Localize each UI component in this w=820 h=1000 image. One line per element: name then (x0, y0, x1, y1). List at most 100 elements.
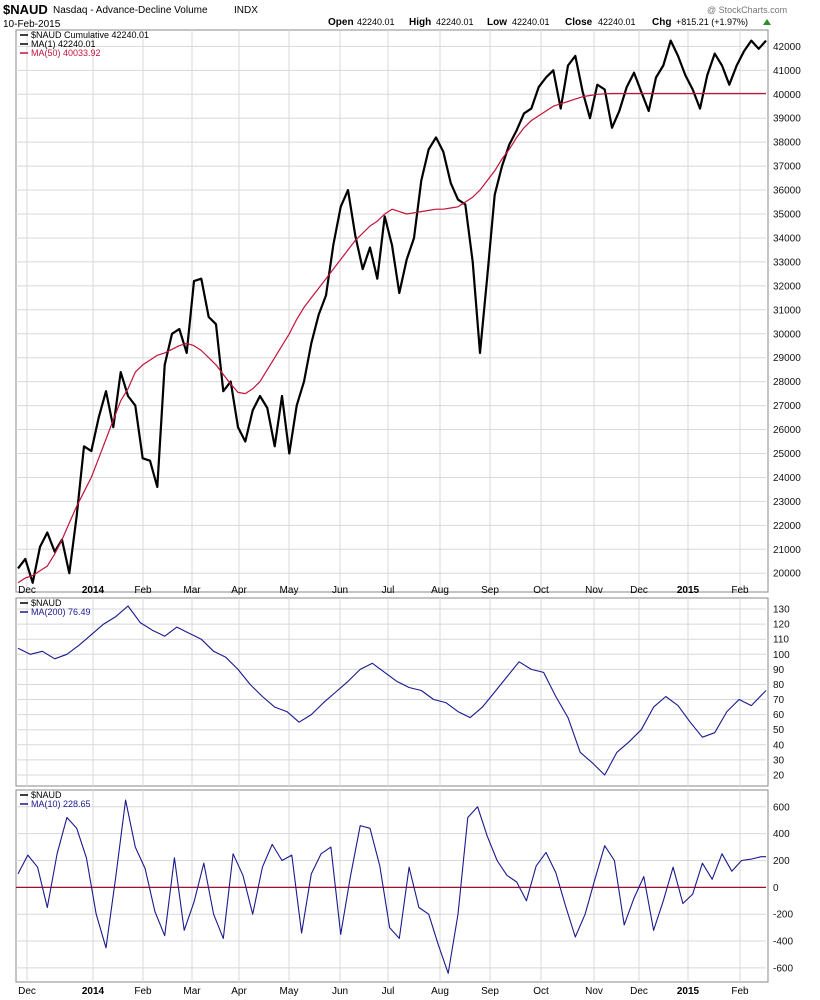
y-tick-label: 42000 (773, 42, 801, 53)
y-tick-label: 20000 (773, 569, 801, 580)
y-tick-label: 24000 (773, 473, 801, 484)
y-tick-label: 80 (773, 680, 785, 691)
x-tick-label: Nov (585, 986, 603, 997)
series-line-ma10-0 (17, 799, 766, 974)
close-label: Close (565, 17, 593, 28)
high-label: High (409, 17, 431, 28)
high-value: 42240.01 (436, 17, 474, 27)
y-tick-label: 25000 (773, 449, 801, 460)
y-tick-label: -600 (773, 963, 793, 974)
y-tick-label: 120 (773, 620, 790, 631)
x-tick-label: 2015 (677, 986, 700, 997)
y-tick-label: 60 (773, 710, 785, 721)
series-line-ma200-0 (17, 605, 767, 776)
chart-date: 10-Feb-2015 (3, 19, 61, 30)
legend-entry: MA(10) 228.65 (31, 799, 91, 809)
y-tick-label: 90 (773, 665, 785, 676)
y-tick-label: 22000 (773, 521, 801, 532)
open-label: Open (328, 17, 354, 28)
x-tick-label: Dec (630, 986, 648, 997)
y-tick-label: 30 (773, 755, 785, 766)
y-tick-label: 30000 (773, 329, 801, 340)
x-tick-label: Feb (731, 585, 749, 596)
series-line-price-0 (17, 39, 767, 584)
x-tick-label: 2014 (82, 585, 105, 596)
up-arrow-icon (763, 19, 771, 25)
ma200-panel (15, 597, 769, 787)
x-tick-label: Mar (183, 585, 201, 596)
x-tick-label: Nov (585, 585, 603, 596)
price-panel (15, 29, 769, 593)
y-tick-label: 27000 (773, 401, 801, 412)
legend-entry: MA(200) 76.49 (31, 607, 91, 617)
open-value: 42240.01 (357, 17, 395, 27)
y-tick-label: 41000 (773, 66, 801, 77)
ma10-panel (15, 789, 769, 983)
x-tick-label: Apr (231, 585, 247, 596)
legend-entry: MA(50) 40033.92 (31, 48, 101, 58)
y-tick-label: 40000 (773, 90, 801, 101)
x-tick-label: May (280, 986, 299, 997)
y-tick-label: 35000 (773, 210, 801, 221)
x-tick-label: Oct (533, 585, 549, 596)
x-tick-label: Sep (481, 585, 499, 596)
ohlc-readout: Open 42240.01 High 42240.01 Low 42240.01… (328, 17, 748, 28)
y-tick-label: 600 (773, 802, 790, 813)
x-tick-label: Sep (481, 986, 499, 997)
y-tick-label: 0 (773, 883, 779, 894)
x-tick-label: Jun (332, 585, 348, 596)
y-tick-label: 36000 (773, 186, 801, 197)
y-tick-label: 400 (773, 829, 790, 840)
legend-entry: $NAUD (31, 598, 62, 608)
x-tick-label: Aug (431, 585, 449, 596)
y-tick-label: 37000 (773, 162, 801, 173)
x-tick-label: Oct (533, 986, 549, 997)
legend-entry: MA(1) 42240.01 (31, 39, 96, 49)
legend-entry: $NAUD Cumulative 42240.01 (31, 30, 149, 40)
x-tick-label: Feb (731, 986, 749, 997)
y-tick-label: 130 (773, 605, 790, 616)
y-tick-label: -200 (773, 910, 793, 921)
symbol-title: $NAUD (3, 2, 48, 17)
x-tick-label: Feb (134, 986, 152, 997)
x-tick-label: Dec (630, 585, 648, 596)
x-tick-label: Dec (18, 585, 36, 596)
y-tick-label: 33000 (773, 257, 801, 268)
y-tick-label: 34000 (773, 233, 801, 244)
exchange-label: INDX (234, 5, 258, 16)
x-tick-label: Aug (431, 986, 449, 997)
axis-layer: 20000 21000 22000 23000 24000 25000 26000 27000… (18, 42, 801, 997)
x-tick-label: Dec (18, 986, 36, 997)
y-tick-label: 31000 (773, 305, 801, 316)
y-tick-label: 29000 (773, 353, 801, 364)
low-value: 42240.01 (512, 17, 550, 27)
y-tick-label: 32000 (773, 281, 801, 292)
x-tick-label: Feb (134, 585, 152, 596)
close-value: 42240.01 (598, 17, 636, 27)
y-tick-label: 110 (773, 635, 789, 646)
y-tick-label: 70 (773, 695, 785, 706)
series-line-price-1 (17, 92, 766, 584)
x-tick-label: Jun (332, 986, 348, 997)
chg-label: Chg (652, 17, 671, 28)
chg-value: +815.21 (+1.97%) (676, 17, 748, 27)
x-tick-label: Jul (382, 585, 395, 596)
x-tick-label: Jul (382, 986, 395, 997)
y-tick-label: 23000 (773, 497, 801, 508)
x-tick-label: 2014 (82, 986, 105, 997)
x-tick-label: Mar (183, 986, 201, 997)
x-tick-label: Apr (231, 986, 247, 997)
y-tick-label: 39000 (773, 114, 801, 125)
x-tick-label: May (280, 585, 299, 596)
watermark: @ StockCharts.com (707, 5, 787, 15)
symbol-description: Nasdaq - Advance-Decline Volume (53, 5, 208, 16)
x-tick-label: 2015 (677, 585, 700, 596)
y-tick-label: 200 (773, 856, 790, 867)
y-tick-label: 26000 (773, 425, 801, 436)
y-tick-label: 100 (773, 650, 790, 661)
y-tick-label: 21000 (773, 545, 801, 556)
y-tick-label: -400 (773, 937, 793, 948)
y-tick-label: 40 (773, 740, 785, 751)
